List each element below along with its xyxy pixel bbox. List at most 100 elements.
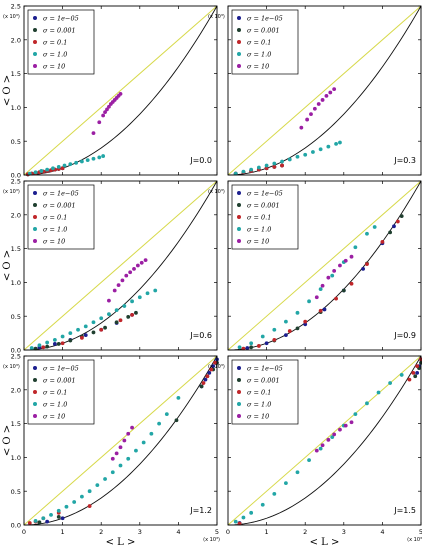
data-point xyxy=(64,504,69,509)
panel-annotation: J=0.3 xyxy=(393,156,416,165)
plot-frame xyxy=(227,355,422,526)
data-point xyxy=(126,456,131,461)
legend-marker xyxy=(33,52,37,56)
x-tick-label: 5 xyxy=(215,528,219,536)
legend-box xyxy=(231,9,299,75)
legend-marker xyxy=(237,239,241,243)
x-tick-label: 1 xyxy=(265,528,269,536)
legend-marker xyxy=(237,52,241,56)
legend-label: σ = 0.1 xyxy=(43,213,67,221)
data-point xyxy=(68,331,73,335)
legend-marker xyxy=(33,203,37,207)
data-point xyxy=(241,515,246,520)
data-point xyxy=(320,283,325,288)
data-point xyxy=(241,169,246,174)
data-point xyxy=(199,384,204,389)
data-point xyxy=(341,288,346,293)
legend-marker xyxy=(237,191,241,195)
data-point xyxy=(99,316,104,321)
data-point xyxy=(415,371,420,375)
data-point xyxy=(134,310,138,315)
panel-1: 0.00.51.01.52.02.5(x 10³)< O >σ = 1e−05σ… xyxy=(2,3,218,180)
panel-annotation: J=1.2 xyxy=(189,506,212,515)
y-tick-label: 0.5 xyxy=(11,138,21,146)
data-point xyxy=(29,346,34,350)
y-multiplier: (x 10³) xyxy=(208,189,225,195)
data-point xyxy=(37,520,42,525)
data-point xyxy=(76,327,80,332)
data-point xyxy=(316,102,321,106)
legend-box xyxy=(27,9,95,75)
data-point xyxy=(326,437,331,442)
panel-annotation: J=0.6 xyxy=(189,331,212,340)
data-point xyxy=(62,163,67,168)
data-point xyxy=(365,231,369,236)
data-point xyxy=(80,159,84,164)
legend-marker xyxy=(237,402,241,406)
legend: σ = 1e−05 σ = 0.001 σ = 0.1 σ = 1.0 σ = 10 xyxy=(27,184,95,250)
data-point xyxy=(56,514,61,519)
data-point xyxy=(41,516,46,521)
data-point xyxy=(320,443,325,448)
legend-label: σ = 0.1 xyxy=(247,388,271,396)
legend-label: σ = 1e−05 xyxy=(247,364,283,372)
y-tick-label: 2.0 xyxy=(11,211,21,219)
data-point xyxy=(237,345,242,350)
panel-annotation: J=1.5 xyxy=(393,506,416,515)
legend-label: σ = 1.0 xyxy=(247,50,271,58)
legend-label: σ = 10 xyxy=(43,412,65,420)
data-point xyxy=(87,489,92,494)
data-point xyxy=(284,333,288,338)
legend-box xyxy=(231,184,299,250)
data-point xyxy=(105,107,109,112)
data-point xyxy=(80,494,84,499)
plot-frame xyxy=(227,5,422,176)
panel-5: 0.0 0.5 1.0 1.5 2.0 2.5 (x 10³) < O > 0 1 2 3 4 5 < L … xyxy=(2,353,220,548)
bound-curve xyxy=(23,355,218,526)
data-point xyxy=(256,165,261,170)
data-point xyxy=(326,144,331,149)
data-point xyxy=(114,320,119,325)
data-point xyxy=(130,312,134,317)
data-point xyxy=(349,281,354,286)
y-tick-label: 0.0 xyxy=(11,172,21,180)
x-tick-label: 4 xyxy=(380,528,384,536)
data-point xyxy=(353,412,358,417)
data-point xyxy=(122,304,127,308)
data-point xyxy=(97,155,102,160)
legend-box xyxy=(27,359,95,425)
legend-label: σ = 1e−05 xyxy=(43,14,79,22)
legend-label: σ = 0.001 xyxy=(247,201,280,209)
y-tick-label: 2.0 xyxy=(11,386,21,394)
data-point xyxy=(126,431,131,436)
data-point xyxy=(45,344,50,349)
data-point xyxy=(128,270,133,275)
legend-label: σ = 1e−05 xyxy=(247,14,283,22)
data-point xyxy=(338,263,342,268)
legend-label: σ = 10 xyxy=(247,412,269,420)
data-point xyxy=(27,521,32,525)
x-tick-label: 3 xyxy=(138,528,142,536)
data-point xyxy=(203,377,208,382)
data-point xyxy=(318,446,323,451)
data-point xyxy=(361,266,365,271)
plot-frame xyxy=(23,180,218,351)
data-point xyxy=(392,224,396,229)
legend-label: σ = 0.1 xyxy=(247,213,271,221)
y-tick-label: 2.5 xyxy=(11,353,21,361)
data-point xyxy=(284,481,288,485)
y-tick-label: 0.0 xyxy=(11,347,21,355)
data-point xyxy=(60,166,65,171)
legend-box xyxy=(231,359,299,425)
legend-label: σ = 0.001 xyxy=(247,376,280,384)
legend-marker xyxy=(237,215,241,219)
data-point xyxy=(264,166,269,171)
y-tick-label: 1.5 xyxy=(11,70,21,78)
data-point xyxy=(328,90,333,95)
data-point xyxy=(272,164,277,169)
data-point xyxy=(87,504,92,508)
data-point xyxy=(303,322,308,327)
data-point xyxy=(72,500,77,504)
y-tick-label: 2.5 xyxy=(11,3,21,11)
